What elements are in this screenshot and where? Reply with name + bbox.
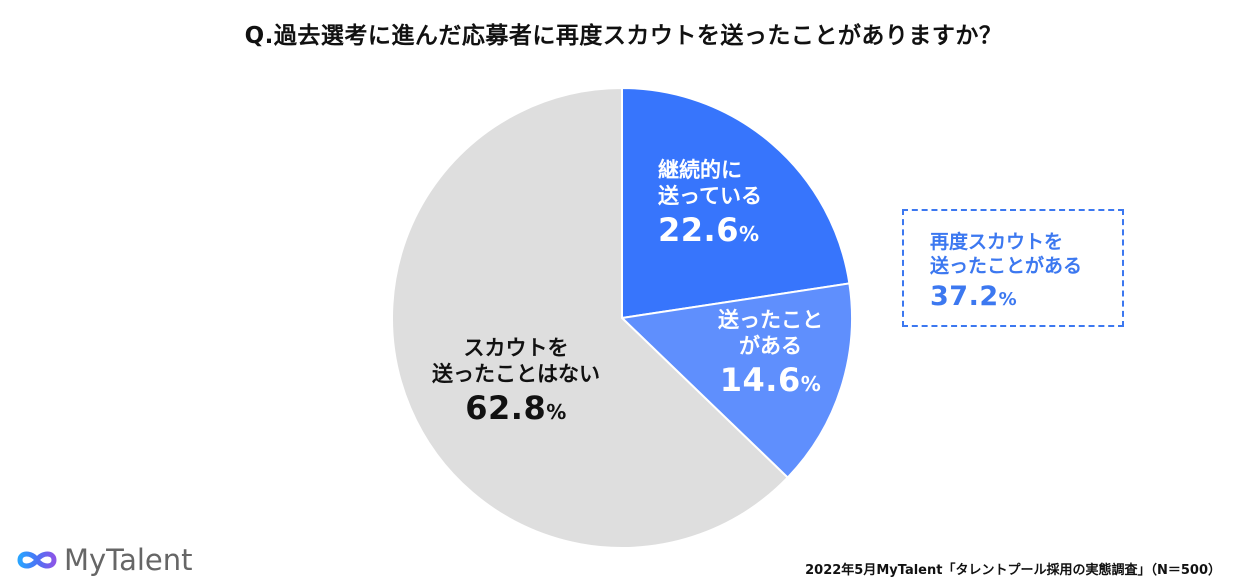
summary-line2: 送ったことがある (930, 254, 1083, 277)
slice-label-never-sent-line2: 送ったことはない (432, 362, 600, 387)
summary-line1: 再度スカウトを (930, 231, 1064, 253)
slice-unit-sent-before: % (800, 371, 822, 396)
slice-value-sent-before: 14.6 (719, 360, 801, 399)
brand-logo: MyTalent (16, 540, 193, 580)
slice-label-never-sent-line1: スカウトを (463, 336, 569, 360)
slice-label-sent-before: 送ったこと がある 14.6% (718, 307, 823, 400)
slice-label-continuous: 継続的に 送っている 22.6% (658, 157, 762, 250)
pie-slice-continuous (621, 86, 851, 320)
chart-title: Q.過去選考に進んだ応募者に再度スカウトを送ったことがありますか？ (244, 23, 1003, 49)
summary-value: 37.2 (930, 280, 999, 312)
logo-text: MyTalent (64, 543, 193, 577)
slice-value-continuous: 22.6 (658, 210, 739, 249)
pie-slice-never-sent (391, 86, 790, 549)
slice-label-never-sent: スカウトを 送ったことはない 62.8% (432, 335, 600, 428)
slice-unit-continuous: % (738, 221, 760, 246)
slice-value-never-sent: 62.8 (465, 388, 547, 427)
slice-label-continuous-line1: 継続的に (658, 158, 742, 182)
source-note: 2022年5月MyTalent「タレントプール採用の実態調査」（N＝500） (805, 563, 1221, 578)
pie-slice-sent-before (619, 282, 853, 479)
slice-label-sent-before-line1: 送ったこと (718, 308, 823, 332)
slice-unit-never-sent: % (546, 399, 567, 424)
summary-unit: % (998, 288, 1018, 310)
infinity-logo-icon (17, 551, 57, 569)
summary-box: 再度スカウトを 送ったことがある 37.2% (902, 209, 1124, 327)
slice-label-sent-before-line2: がある (739, 334, 802, 359)
slice-label-continuous-line2: 送っている (658, 184, 762, 209)
